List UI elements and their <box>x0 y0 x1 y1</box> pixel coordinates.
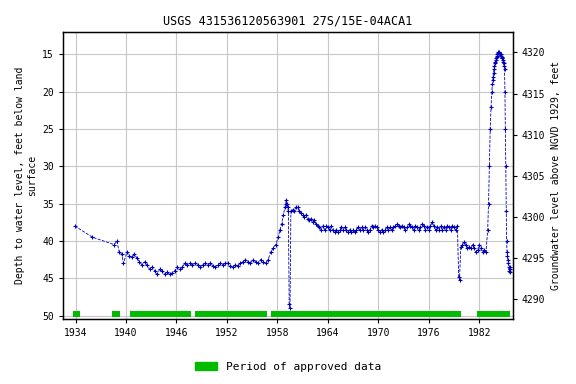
Bar <box>271 311 461 317</box>
Bar <box>112 311 120 317</box>
Title: USGS 431536120563901 27S/15E-04ACA1: USGS 431536120563901 27S/15E-04ACA1 <box>163 15 412 28</box>
Bar <box>73 311 79 317</box>
Legend: Period of approved data: Period of approved data <box>191 358 385 377</box>
Bar <box>130 311 191 317</box>
Y-axis label: Depth to water level, feet below land
surface: Depth to water level, feet below land su… <box>15 67 37 284</box>
Y-axis label: Groundwater level above NGVD 1929, feet: Groundwater level above NGVD 1929, feet <box>551 61 561 290</box>
Bar <box>195 311 267 317</box>
Bar <box>477 311 510 317</box>
